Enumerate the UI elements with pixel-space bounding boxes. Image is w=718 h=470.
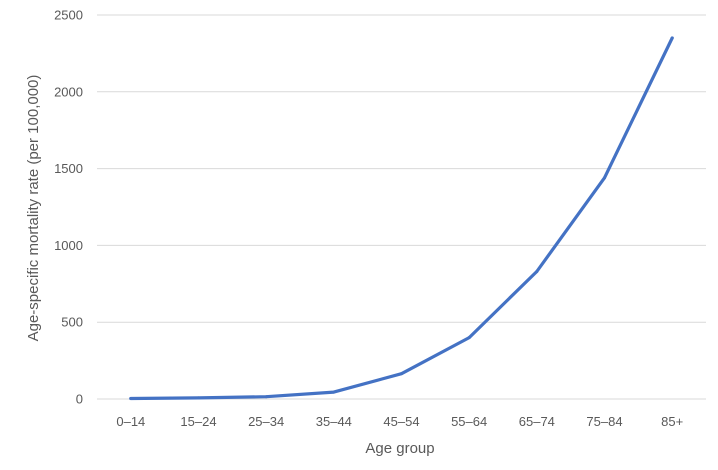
data-point [535, 270, 539, 274]
x-tick-label: 15–24 [180, 414, 216, 429]
y-tick-label: 1000 [54, 238, 83, 253]
y-tick-label: 500 [61, 315, 83, 330]
x-tick-label: 45–54 [383, 414, 419, 429]
x-tick-label: 55–64 [451, 414, 487, 429]
y-tick-label: 0 [76, 392, 83, 407]
y-tick-label: 2500 [54, 8, 83, 23]
x-tick-label: 65–74 [519, 414, 555, 429]
x-tick-label: 75–84 [586, 414, 622, 429]
y-axis-title: Age-specific mortality rate (per 100,000… [25, 75, 42, 342]
x-tick-label: 85+ [661, 414, 683, 429]
data-point [332, 390, 336, 394]
data-point [264, 395, 268, 399]
y-tick-label: 1500 [54, 161, 83, 176]
x-tick-label: 25–34 [248, 414, 284, 429]
data-point [129, 397, 133, 401]
gridlines [97, 14, 706, 400]
y-tick-labels: 0 500 1000 1500 2000 2500 [54, 8, 83, 407]
data-point [197, 396, 200, 400]
data-point [603, 176, 606, 180]
x-axis-title: Age group [365, 440, 434, 457]
series-layer [129, 36, 674, 401]
x-tick-labels: 0–14 15–24 25–34 35–44 45–54 55–64 65–74 75–84 8… [116, 414, 683, 429]
data-point [400, 372, 403, 376]
y-tick-label: 2000 [54, 84, 83, 99]
data-point [467, 336, 471, 340]
data-point [670, 36, 674, 40]
x-tick-label: 0–14 [116, 414, 145, 429]
x-tick-label: 35–44 [316, 414, 352, 429]
